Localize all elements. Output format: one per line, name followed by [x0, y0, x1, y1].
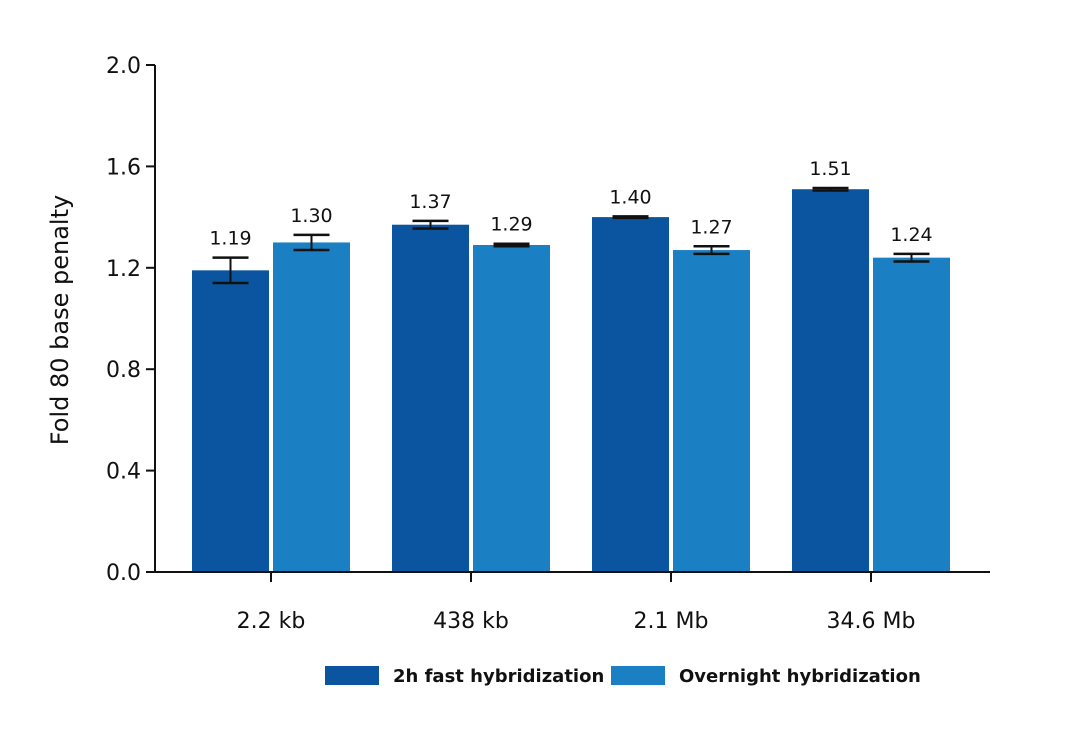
y-axis-label: Fold 80 base penalty — [46, 195, 74, 445]
data-label: 1.51 — [809, 158, 851, 180]
data-label: 1.27 — [690, 216, 732, 238]
legend-label: 2h fast hybridization — [393, 666, 604, 687]
bar — [192, 270, 269, 572]
y-tick-label: 0.0 — [106, 561, 141, 586]
x-tick-label: 2.2 kb — [237, 609, 306, 634]
legend-label: Overnight hybridization — [679, 666, 921, 687]
data-label: 1.19 — [209, 228, 251, 250]
y-tick-label: 2.0 — [106, 54, 141, 79]
y-tick-label: 0.8 — [106, 358, 141, 383]
x-tick-label: 438 kb — [433, 609, 509, 634]
x-tick-label: 2.1 Mb — [634, 609, 709, 634]
data-label: 1.30 — [290, 205, 332, 227]
bar — [273, 242, 350, 572]
data-label: 1.40 — [609, 186, 651, 208]
x-tick-label: 34.6 Mb — [827, 609, 916, 634]
y-tick-label: 1.2 — [106, 257, 141, 282]
bar — [592, 217, 669, 572]
legend-swatch — [611, 666, 665, 685]
legend: 2h fast hybridization Overnight hybridiza… — [325, 666, 921, 687]
data-label: 1.24 — [890, 224, 932, 246]
bar — [473, 244, 550, 573]
y-tick-label: 0.4 — [106, 460, 141, 485]
bar — [792, 189, 869, 572]
y-tick-label: 1.6 — [106, 155, 141, 180]
bar — [392, 224, 469, 572]
bar — [673, 250, 750, 572]
data-label: 1.37 — [409, 191, 451, 213]
data-label: 1.29 — [490, 214, 532, 236]
legend-swatch — [325, 666, 379, 685]
bar — [873, 257, 950, 572]
